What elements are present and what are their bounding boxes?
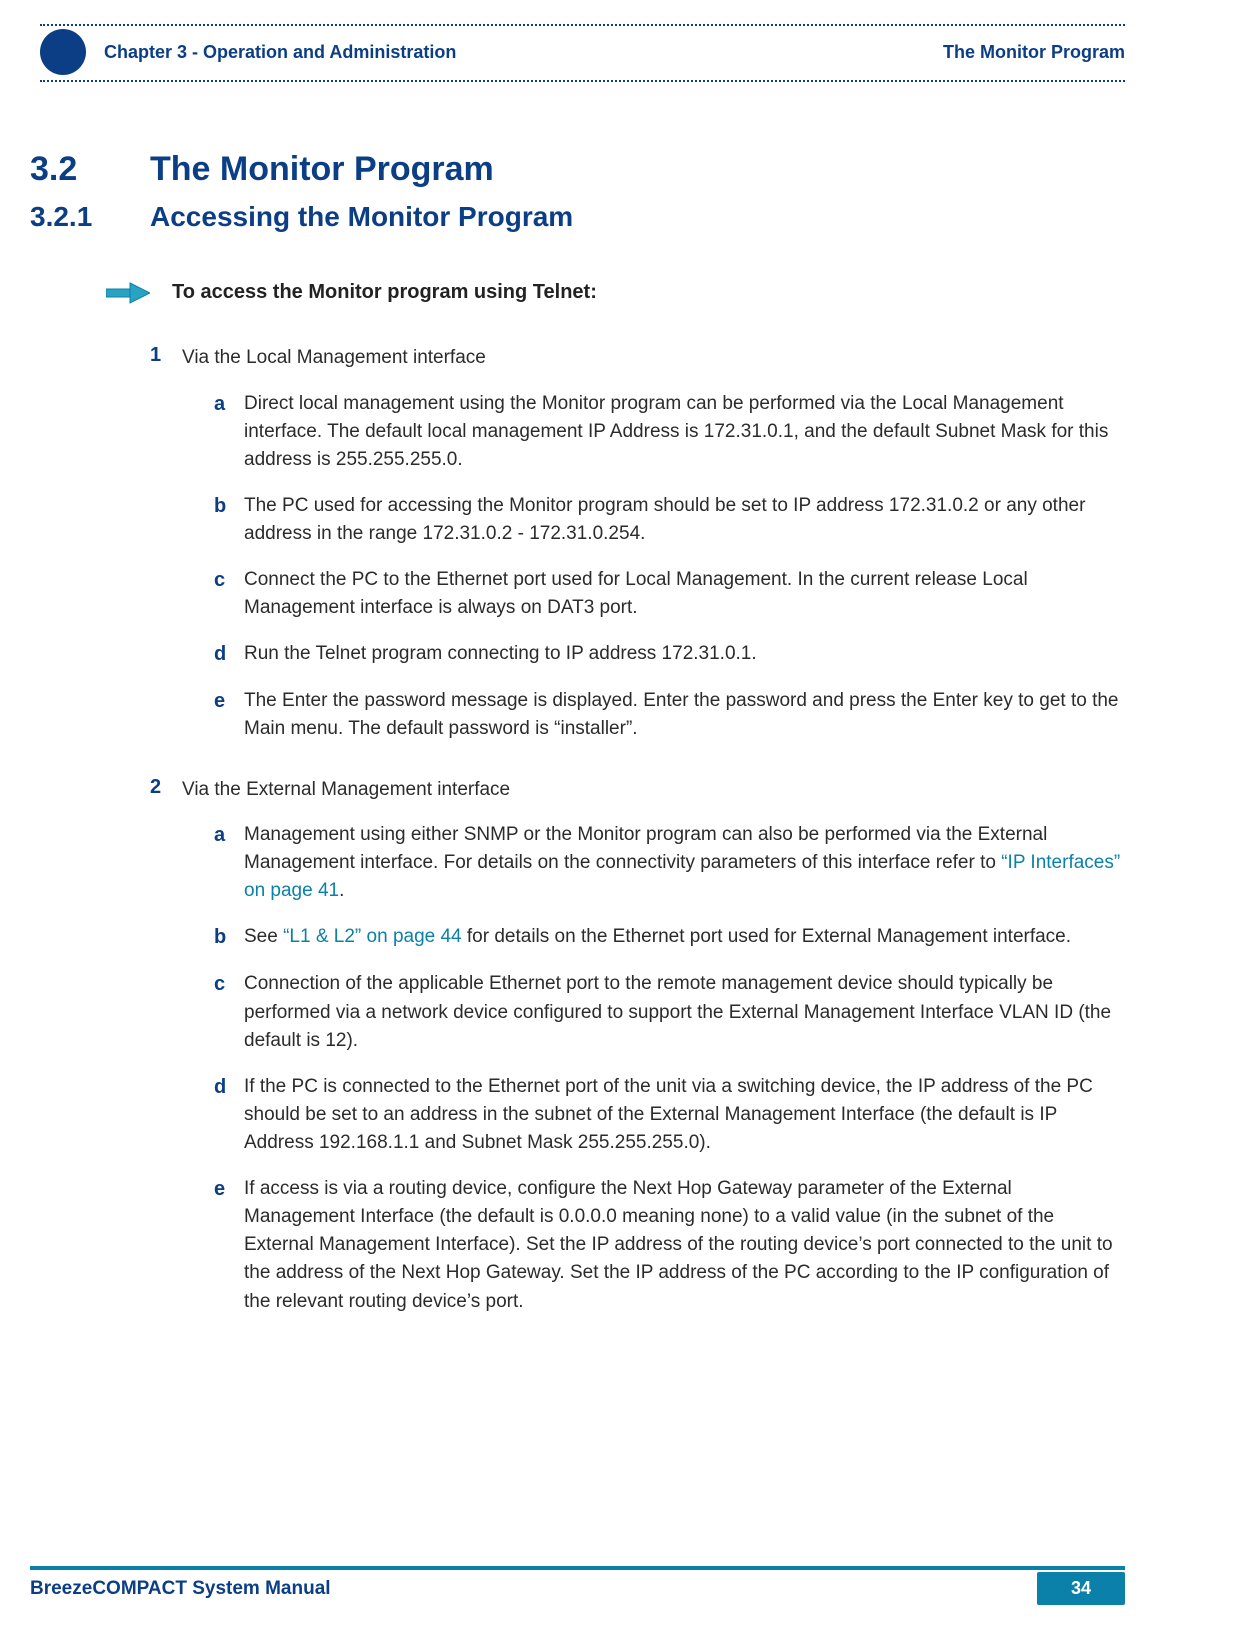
heading-2: 3.2 The Monitor Program [30,150,1125,189]
sub-list: a Direct local management using the Moni… [182,390,1125,744]
sub-item-letter: a [214,821,244,905]
list-item: 2 Via the External Management interface … [150,776,1125,1334]
sub-list-item: e The Enter the password message is disp… [214,687,1125,743]
list-item-text: Via the External Management interface [182,779,510,800]
sub-item-text: If the PC is connected to the Ethernet p… [244,1073,1125,1157]
sub-item-text: The PC used for accessing the Monitor pr… [244,492,1125,548]
sub-list-item: d If the PC is connected to the Ethernet… [214,1073,1125,1157]
sub-list-item: c Connect the PC to the Ethernet port us… [214,566,1125,622]
footer-rule [30,1566,1125,1570]
sub-item-text: Run the Telnet program connecting to IP … [244,640,1125,669]
list-item-text: Via the Local Management interface [182,347,486,368]
header-rule-top [40,24,1125,26]
sub-item-letter: b [214,492,244,548]
footer: BreezeCOMPACT System Manual 34 [30,1566,1125,1605]
sub-item-text: Connection of the applicable Ethernet po… [244,970,1125,1054]
section-label: The Monitor Program [943,42,1125,63]
header-rule-bottom [40,80,1125,82]
sub-list-item: a Direct local management using the Moni… [214,390,1125,474]
sub-item-letter: d [214,640,244,669]
sub-item-text: See “L1 & L2” on page 44 for details on … [244,923,1125,952]
content-area: 3.2 The Monitor Program 3.2.1 Accessing … [30,150,1125,1348]
sub-list-item: d Run the Telnet program connecting to I… [214,640,1125,669]
heading-2-text: The Monitor Program [150,150,494,189]
page: Chapter 3 - Operation and Administration… [0,0,1235,1639]
sub-item-text-pre: Management using either SNMP or the Moni… [244,824,1047,873]
procedure-intro-text: To access the Monitor program using Teln… [172,281,597,304]
sub-list-item: e If access is via a routing device, con… [214,1175,1125,1316]
heading-2-number: 3.2 [30,150,150,189]
list-item-number: 1 [150,344,182,762]
heading-3-number: 3.2.1 [30,201,150,233]
sub-list-item: b See “L1 & L2” on page 44 for details o… [214,923,1125,952]
sub-item-text-post: for details on the Ethernet port used fo… [462,926,1071,947]
sub-item-letter: c [214,970,244,1054]
cross-reference-link[interactable]: “L1 & L2” on page 44 [283,926,462,947]
list-item-body: Via the Local Management interface a Dir… [182,344,1125,762]
heading-3: 3.2.1 Accessing the Monitor Program [30,201,1125,233]
sub-item-text: Management using either SNMP or the Moni… [244,821,1125,905]
sub-item-letter: b [214,923,244,952]
footer-bar: BreezeCOMPACT System Manual 34 [30,1572,1125,1605]
sub-item-letter: e [214,687,244,743]
manual-name: BreezeCOMPACT System Manual [30,1578,331,1600]
heading-3-text: Accessing the Monitor Program [150,201,573,233]
sub-list-item: c Connection of the applicable Ethernet … [214,970,1125,1054]
procedure-intro: To access the Monitor program using Teln… [102,281,1125,304]
arrow-right-icon [102,282,154,304]
sub-list-item: b The PC used for accessing the Monitor … [214,492,1125,548]
sub-item-letter: e [214,1175,244,1316]
sub-item-text-post: . [339,880,344,901]
sub-item-text: Connect the PC to the Ethernet port used… [244,566,1125,622]
chapter-bullet-icon [40,29,86,75]
chapter-label: Chapter 3 - Operation and Administration [104,42,456,63]
sub-item-text: Direct local management using the Monito… [244,390,1125,474]
sub-list-item: a Management using either SNMP or the Mo… [214,821,1125,905]
sub-item-text: If access is via a routing device, confi… [244,1175,1125,1316]
list-item: 1 Via the Local Management interface a D… [150,344,1125,762]
ordered-list: 1 Via the Local Management interface a D… [150,344,1125,1334]
sub-item-letter: c [214,566,244,622]
list-item-number: 2 [150,776,182,1334]
page-number-badge: 34 [1037,1572,1125,1605]
sub-item-text: The Enter the password message is displa… [244,687,1125,743]
header-bar: Chapter 3 - Operation and Administration… [40,28,1125,76]
sub-item-letter: d [214,1073,244,1157]
sub-item-text-pre: See [244,926,283,947]
sub-item-letter: a [214,390,244,474]
sub-list: a Management using either SNMP or the Mo… [182,821,1125,1316]
list-item-body: Via the External Management interface a … [182,776,1125,1334]
